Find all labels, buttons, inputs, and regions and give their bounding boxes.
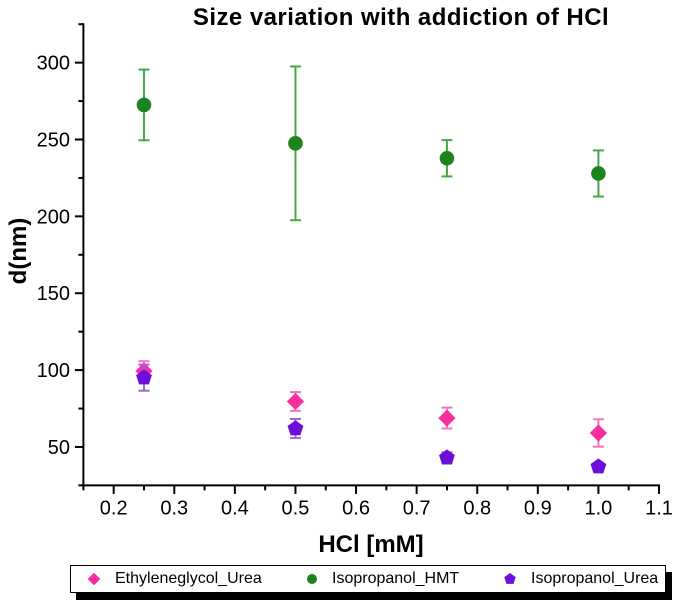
data-point-diamond	[589, 424, 608, 442]
data-point-pentagon	[590, 458, 607, 474]
x-tick-label: 1.0	[585, 498, 613, 520]
legend-label-ethyleneglycol-urea: Ethyleneglycol_Urea	[115, 570, 262, 587]
x-tick-label: 0.5	[282, 498, 310, 520]
x-tick-label: 0.7	[403, 498, 431, 520]
y-tick-label: 150	[37, 283, 70, 305]
data-point-circle	[136, 97, 152, 113]
legend-label-isopropanol-urea: Isopropanol_Urea	[531, 570, 659, 587]
x-tick-label: 0.4	[221, 498, 249, 520]
chart-title: Size variation with addiction of HCl	[192, 4, 610, 31]
legend: Ethyleneglycol_Urea Isopropanol_HMT Isop…	[70, 565, 666, 593]
data-point-pentagon	[287, 420, 304, 436]
legend-label-isopropanol-hmt: Isopropanol_HMT	[332, 570, 460, 587]
y-tick-label: 250	[37, 130, 70, 152]
legend-marker-pentagon-icon	[503, 572, 517, 586]
data-point-circle	[439, 150, 455, 166]
data-point-pentagon	[136, 369, 152, 385]
x-tick-label: 0.9	[524, 498, 552, 520]
x-tick-label: 1.1	[645, 498, 673, 520]
legend-marker-diamond-icon	[87, 572, 101, 586]
data-point-circle	[591, 166, 606, 181]
x-tick-label: 0.2	[100, 498, 128, 520]
x-tick-label: 0.8	[463, 498, 491, 520]
y-tick-label: 100	[37, 360, 70, 382]
y-tick-label: 200	[37, 206, 70, 228]
y-axis-title: d(nm)	[5, 217, 32, 285]
x-axis-title: HCl [mM]	[318, 531, 424, 558]
data-point-pentagon	[439, 449, 455, 465]
legend-marker-circle-icon	[306, 573, 318, 585]
x-tick-label: 0.6	[342, 498, 370, 520]
x-tick-label: 0.3	[160, 498, 188, 520]
y-tick-label: 50	[48, 437, 70, 459]
data-point-circle	[288, 136, 303, 151]
data-point-diamond	[438, 409, 456, 427]
data-point-diamond	[286, 392, 305, 411]
y-tick-label: 300	[37, 53, 70, 75]
